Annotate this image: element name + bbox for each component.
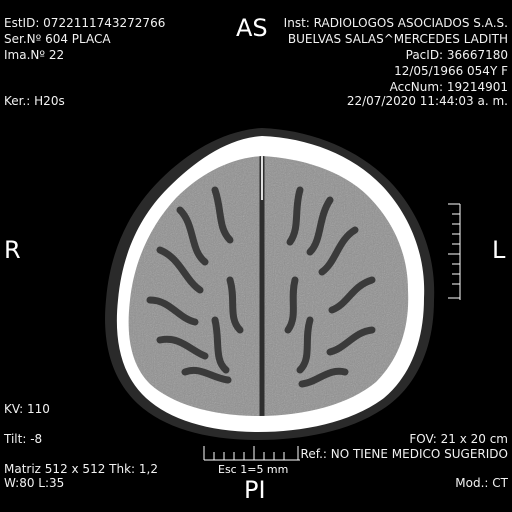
accession-number: AccNum: 19214901 [389,80,508,94]
referring-physician: Ref.: NO TIENE MEDICO SUGERIDO [300,447,508,461]
study-id: EstID: 0722111743272766 [4,16,166,30]
institution: Inst: RADIOLOGOS ASOCIADOS S.A.S. [283,16,508,30]
brain-parenchyma [128,156,409,416]
tilt-value: Tilt: -8 [4,432,43,446]
orientation-left: R [4,236,21,264]
scale-label: Esc 1=5 mm [218,463,289,476]
orientation-bottom: PI [244,476,266,504]
vertical-scale-ruler [448,203,461,300]
orientation-top: AS [236,14,268,42]
field-of-view: FOV: 21 x 20 cm [409,432,508,446]
window-level: W:80 L:35 [4,476,65,490]
patient-name: BUELVAS SALAS^MERCEDES LADITH [287,32,508,46]
kv-value: KV: 110 [4,402,50,416]
image-number: Ima.Nº 22 [4,48,65,62]
modality: Mod.: CT [455,476,508,490]
patient-dob: 12/05/1966 054Y F [394,64,508,78]
horizontal-scale-ruler [203,446,300,461]
patient-id: PacID: 36667180 [405,48,508,62]
series-number: Ser.Nº 604 PLACA [4,32,111,46]
study-datetime: 22/07/2020 11:44:03 a. m. [346,94,508,108]
kernel: Ker.: H20s [4,94,65,108]
orientation-right: L [492,236,506,264]
matrix-thickness: Matriz 512 x 512 Thk: 1,2 [4,462,158,476]
